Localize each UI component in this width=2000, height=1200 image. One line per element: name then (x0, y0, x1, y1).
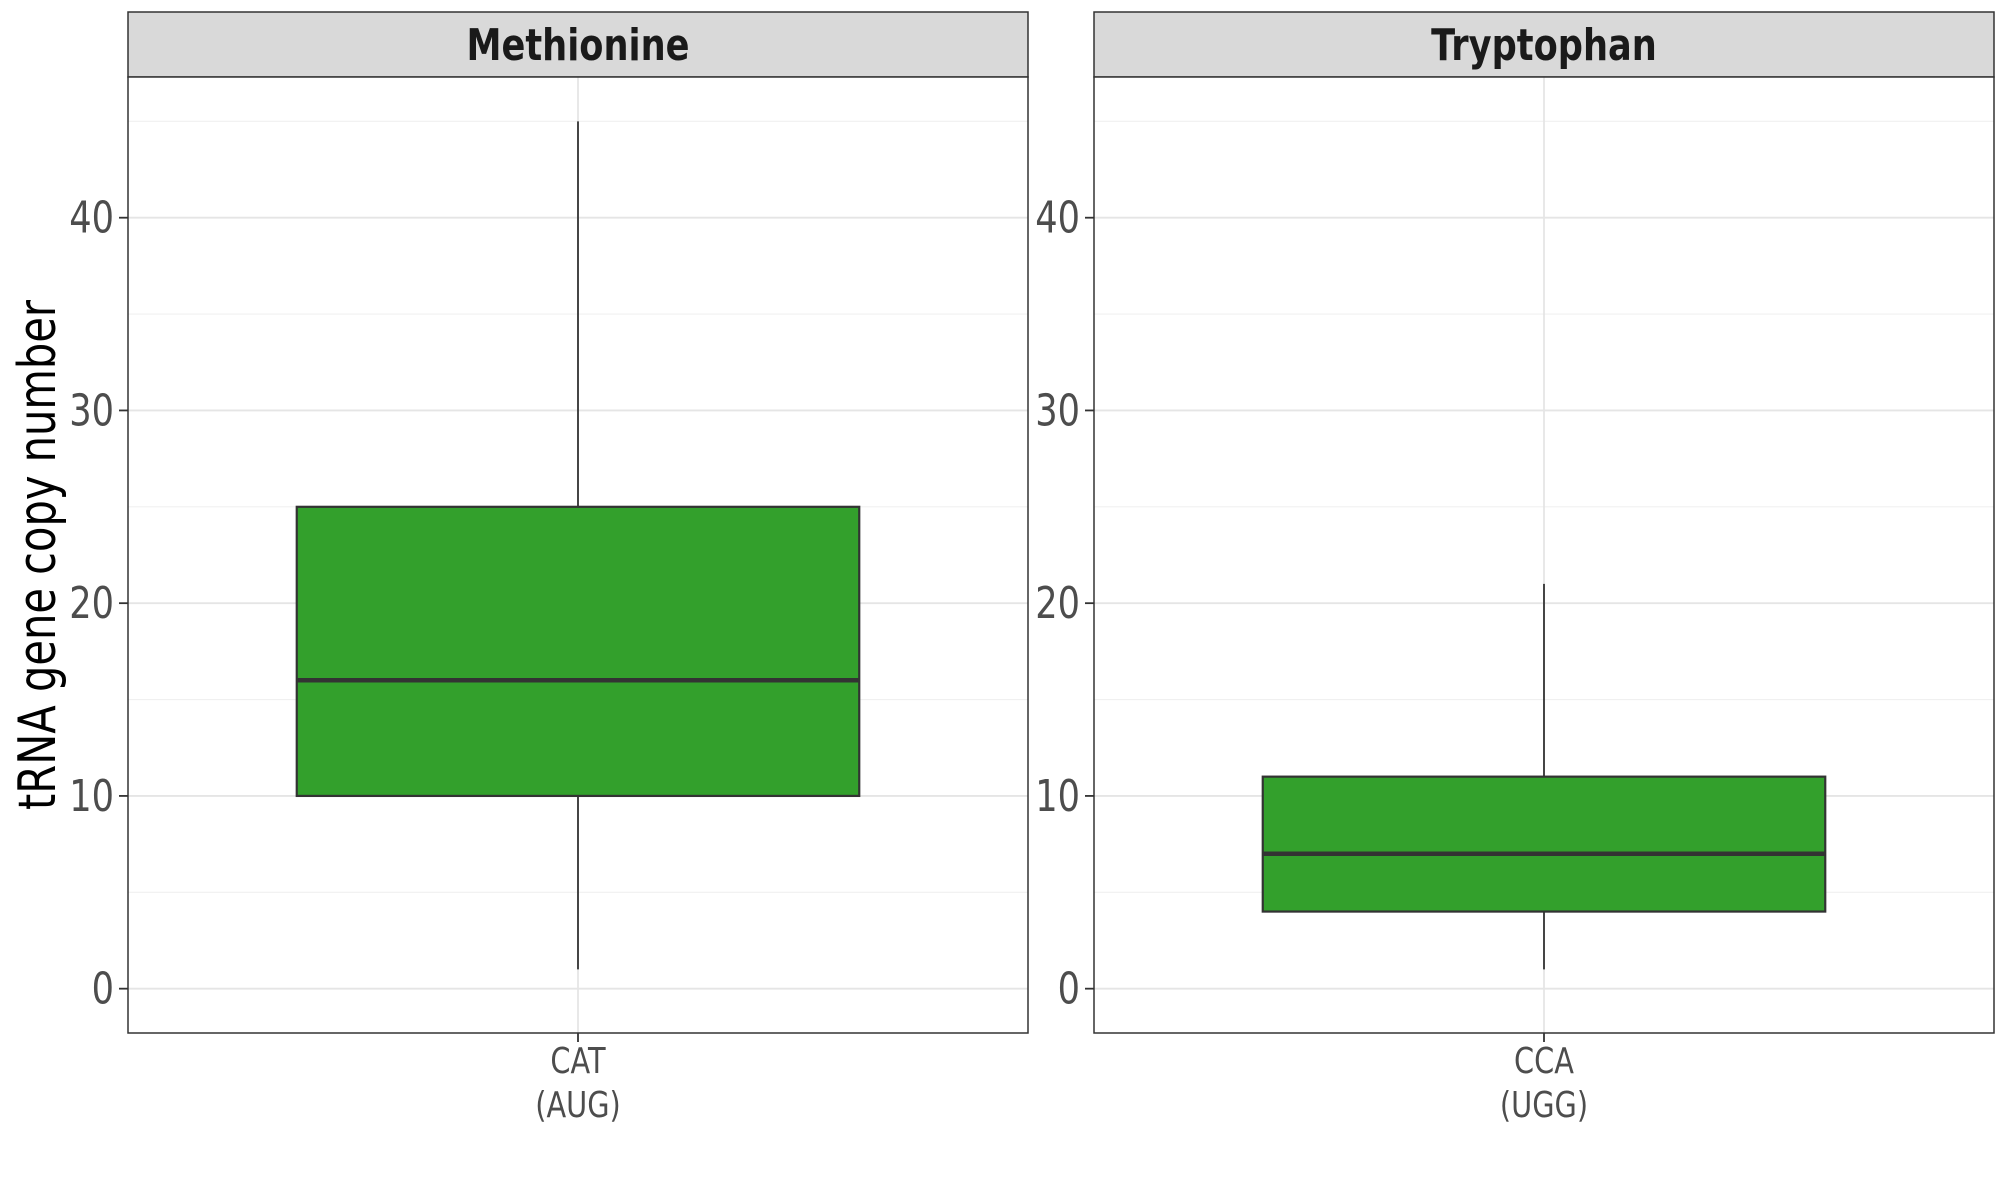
x-tick-label-codon: CCA (1514, 1040, 1575, 1082)
box-iqr (295, 505, 861, 798)
y-tick-label: 20 (1035, 578, 1080, 629)
y-tick-label: 30 (1035, 386, 1080, 437)
facet-strip-title: Tryptophan (1431, 20, 1657, 71)
y-tick-label: 30 (69, 386, 114, 437)
facet-panel-0: Methionine CAT(AUG) 0 10 20 30 40 (69, 11, 1029, 1126)
facet-strip (1093, 11, 1995, 78)
box-iqr (1261, 775, 1827, 913)
y-tick-label: 0 (1058, 964, 1080, 1015)
y-tick-label: 0 (92, 964, 114, 1015)
y-axis-title: tRNA gene copy number (8, 299, 69, 810)
facet-strip (127, 11, 1029, 78)
y-tick-label: 20 (69, 578, 114, 629)
facet-panels: Methionine CAT(AUG) 0 10 20 30 40 Tryptophan CCA… (69, 11, 1995, 1126)
x-tick-label-anticodon: (UGG) (1500, 1084, 1588, 1126)
y-tick-label: 40 (1035, 193, 1080, 244)
y-tick-label: 10 (1035, 771, 1080, 822)
facet-panel-1: Tryptophan CCA(UGG) 0 10 20 30 40 (1035, 11, 1995, 1126)
panel-border (127, 76, 1029, 1034)
y-tick-label: 40 (69, 193, 114, 244)
panel-border (1093, 76, 1995, 1034)
x-tick-label-anticodon: (AUG) (535, 1084, 621, 1126)
y-tick-label: 10 (69, 771, 114, 822)
facet-strip-title: Methionine (466, 20, 689, 71)
x-tick-label-codon: CAT (550, 1040, 605, 1082)
